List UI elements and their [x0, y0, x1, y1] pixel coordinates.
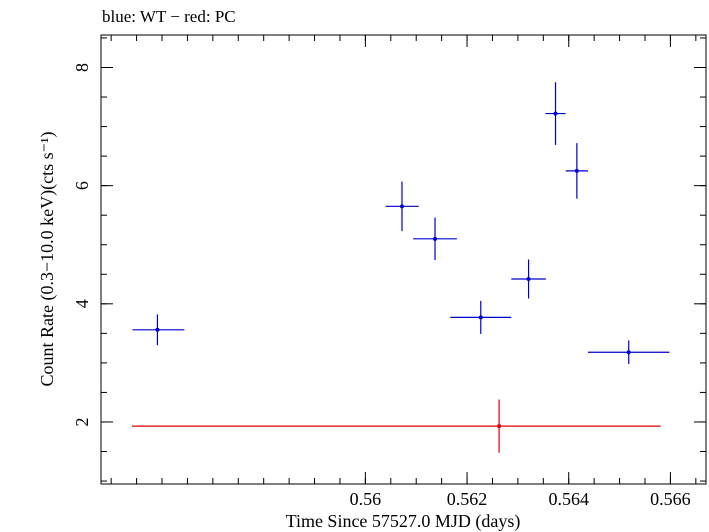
plot-frame [100, 34, 707, 485]
y-tick-label: 8 [72, 63, 92, 72]
data-point [497, 424, 502, 429]
x-tick-label: 0.562 [447, 489, 488, 509]
x-axis-label: Time Since 57527.0 MJD (days) [286, 511, 521, 532]
y-tick-label: 6 [72, 181, 92, 190]
y-axis: 2 4 6 8 [72, 37, 706, 482]
y-axis-label: Count Rate (0.3−10.0 keV)(cts s⁻¹) [37, 131, 58, 386]
data-series [132, 82, 670, 453]
data-point [155, 327, 160, 332]
data-point [574, 168, 579, 173]
data-point [626, 350, 631, 355]
chart-title: blue: WT − red: PC [102, 7, 236, 26]
y-tick-label: 2 [72, 417, 92, 426]
data-point [553, 111, 558, 116]
x-axis: 0.56 0.562 0.564 0.566 [110, 35, 697, 509]
x-tick-label: 0.564 [548, 489, 589, 509]
data-point [433, 236, 438, 241]
series-0 [132, 82, 670, 365]
series-1 [132, 399, 661, 453]
x-tick-label: 0.56 [350, 489, 382, 509]
data-point [478, 315, 483, 320]
data-point [526, 276, 531, 281]
x-tick-label: 0.566 [650, 489, 691, 509]
data-point [399, 204, 404, 209]
y-tick-label: 4 [72, 299, 92, 308]
